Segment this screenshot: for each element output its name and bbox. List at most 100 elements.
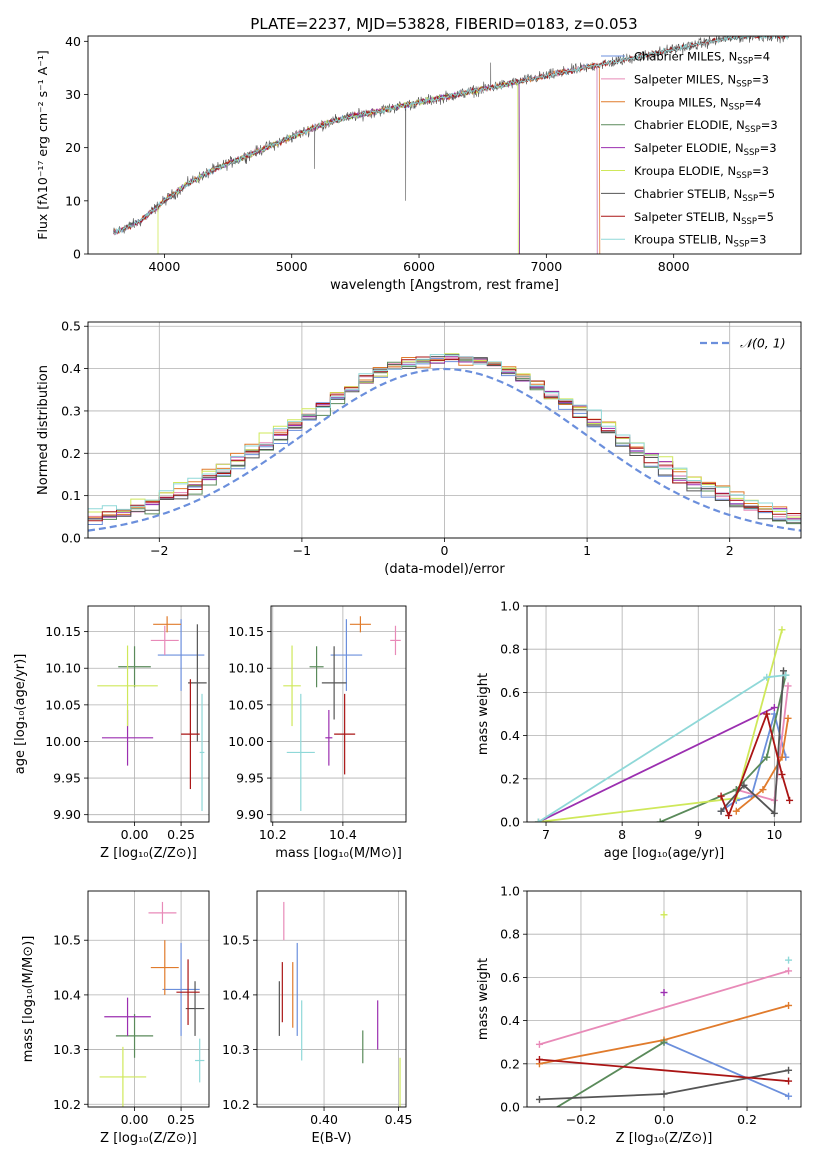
- y-axis-label: mass weight: [476, 673, 491, 755]
- x-tick-label: 5000: [276, 259, 308, 274]
- y-tick-label: 0.4: [500, 1013, 520, 1028]
- errorbar-chabrier-stelib: [321, 646, 347, 720]
- x-tick-label: 7000: [530, 259, 562, 274]
- y-tick-label: 10.05: [228, 697, 264, 712]
- y-axis-label: Normed distribution: [36, 365, 51, 495]
- y-tick-label: 0.8: [500, 642, 520, 657]
- series-kroupa-stelib: [785, 956, 793, 964]
- errorbar-salpeter-elodie: [104, 997, 151, 1036]
- y-tick-label: 9.95: [53, 771, 81, 786]
- y-tick-label: 10.05: [45, 697, 81, 712]
- y-tick-label: 9.95: [236, 771, 264, 786]
- ticks-residuals: −2 −1 0 1 2 0.0 0.1 0.2 0.3 0.4 0.5: [61, 319, 734, 558]
- plot-area-age_vs_Z: [97, 616, 207, 812]
- y-tick-label: 10.4: [222, 987, 250, 1002]
- axes-mass_vs_Z: 0.00 0.25 10.2 10.3 10.4 10.5 Z [log₁₀(Z/Z⊙)] m…: [21, 890, 210, 1146]
- errorbar-salpeter-stelib: [176, 959, 200, 1025]
- y-tick-label: 0.0: [500, 1100, 520, 1115]
- legend-label-kroupa-miles-n: Kroupa MILES, NSSP=4: [634, 95, 761, 112]
- y-tick-label: 0.0: [61, 531, 81, 546]
- y-tick-label: 10.00: [45, 734, 81, 749]
- series-salpeter-stelib: [717, 710, 794, 820]
- y-tick-label: 0.4: [500, 728, 520, 743]
- legend-residuals: 𝒩(0, 1): [700, 336, 786, 351]
- frame-spectrum: [87, 35, 802, 255]
- legend-label-chabrier-elodie-n: Chabrier ELODIE, NSSP=3: [634, 118, 778, 135]
- y-tick-label: 10.2: [222, 1097, 250, 1112]
- errorbar-chabrier-stelib: [185, 981, 205, 1036]
- y-tick-label: 10.2: [53, 1097, 81, 1112]
- x-tick-label: 0.2: [737, 1112, 757, 1127]
- series-chabrier-stelib: [717, 667, 787, 817]
- y-tick-label: 0.4: [61, 361, 81, 376]
- x-tick-label: 8: [618, 827, 626, 842]
- x-tick-label: 10.4: [329, 827, 357, 842]
- x-tick-label: 0.45: [385, 1112, 413, 1127]
- y-tick-label: 0.1: [61, 488, 81, 503]
- errorbar-chabrier-elodie: [309, 646, 324, 688]
- axes-massweight_vs_age: 7 8 9 10 0.0 0.2 0.4 0.6 0.8 1.0 age [log₁₀(age/yr…: [476, 599, 802, 861]
- frame-mass_vs_ebv: [256, 890, 407, 1108]
- x-tick-label: 2: [726, 543, 734, 558]
- y-tick-label: 9.90: [236, 807, 264, 822]
- x-tick-label: 1: [583, 543, 591, 558]
- axes-massweight_vs_Z: −0.2 0.0 0.2 0.0 0.2 0.4 0.6 0.8 1.0 Z [log₁₀(Z/Z…: [476, 884, 802, 1146]
- series-salpeter-elodie: [660, 989, 668, 997]
- y-tick-label: 0.8: [500, 927, 520, 942]
- errorbar-chabrier-miles: [330, 619, 363, 691]
- errorbar-kroupa-stelib: [199, 693, 205, 812]
- y-tick-label: 0.0: [500, 815, 520, 830]
- y-tick-label: 1.0: [500, 884, 520, 899]
- x-tick-label: 9: [694, 827, 702, 842]
- x-tick-label: 8000: [658, 259, 690, 274]
- frame-residuals: [87, 321, 802, 539]
- x-tick-label: 0.40: [310, 1112, 338, 1127]
- x-axis-label: Z [log₁₀(Z/Z⊙)]: [100, 846, 197, 861]
- errorbar-salpeter-miles: [150, 625, 179, 656]
- x-tick-label: 6000: [403, 259, 435, 274]
- errorbar-salpeter-elodie: [325, 709, 333, 766]
- y-tick-label: 0.2: [500, 771, 520, 786]
- plot-area-age_vs_mass: [283, 616, 401, 812]
- errorbar-kroupa-miles: [153, 616, 182, 633]
- y-tick-label: 1.0: [500, 599, 520, 614]
- errorbar-chabrier-miles: [157, 619, 205, 691]
- grid-age_vs_mass: [271, 606, 406, 822]
- y-axis-label: mass [log₁₀(M/M⊙)]: [21, 936, 36, 1063]
- plot-area-massweight_vs_Z: [535, 911, 793, 1107]
- x-axis-label: age [log₁₀(age/yr)]: [604, 846, 725, 861]
- x-axis-label: wavelength [Angstrom, rest frame]: [330, 278, 559, 293]
- legend-label-kroupa-stelib-n: Kroupa STELIB, NSSP=3: [634, 233, 766, 250]
- legend-label-gaussian: 𝒩(0, 1): [740, 336, 786, 351]
- x-axis-label: (data-model)/error: [384, 562, 505, 577]
- ticks-age_vs_mass: 10.2 10.4 9.90 9.95 10.00 10.05 10.10 10.15: [228, 624, 357, 842]
- x-axis-label: Z [log₁₀(Z/Z⊙)]: [100, 1131, 197, 1146]
- errorbar-salpeter-stelib: [181, 679, 200, 790]
- x-tick-label: −0.2: [566, 1112, 596, 1127]
- x-tick-label: 10: [766, 827, 782, 842]
- x-axis-label: Z [log₁₀(Z/Z⊙)]: [616, 1131, 713, 1146]
- plot-area-residuals: [88, 353, 801, 538]
- errorbar-salpeter-miles: [390, 625, 401, 656]
- errorbar-kroupa-stelib: [195, 1038, 205, 1083]
- errorbar-kroupa-miles: [349, 616, 371, 633]
- x-tick-label: −2: [150, 543, 168, 558]
- series-salpeter-stelib: [535, 1055, 793, 1085]
- ticks-mass_vs_Z: 0.00 0.25 10.2 10.3 10.4 10.5: [53, 933, 195, 1127]
- frame-massweight_vs_Z: [526, 890, 802, 1108]
- frame-age_vs_mass: [270, 605, 407, 823]
- errorbar-kroupa-stelib: [286, 693, 315, 812]
- x-tick-label: 0.00: [121, 1112, 149, 1127]
- x-tick-label: 0.00: [121, 827, 149, 842]
- y-tick-label: 0: [73, 247, 81, 262]
- plot-area-massweight_vs_age: [534, 626, 794, 822]
- legend-label-chabrier-miles-n: Chabrier MILES, NSSP=4: [634, 50, 770, 67]
- frame-age_vs_Z: [87, 605, 210, 823]
- errorbar-salpeter-miles: [148, 901, 177, 924]
- x-tick-label: 0.0: [654, 1112, 674, 1127]
- legend-label-chabrier-stelib-n: Chabrier STELIB, NSSP=5: [634, 187, 775, 204]
- y-tick-label: 10.15: [228, 624, 264, 639]
- x-tick-label: 0: [441, 543, 449, 558]
- y-tick-label: 20: [65, 140, 81, 155]
